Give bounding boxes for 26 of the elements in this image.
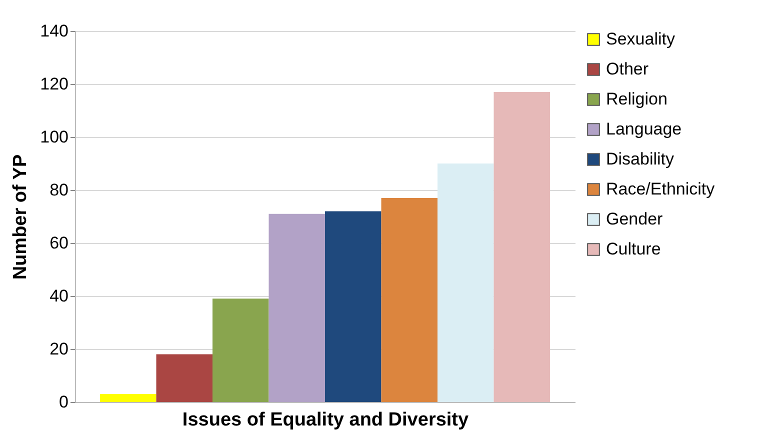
y-tick-label: 0 <box>59 392 68 412</box>
y-tick-label: 100 <box>40 128 68 146</box>
legend-label: Religion <box>606 90 668 108</box>
bar <box>212 298 269 402</box>
bar <box>438 164 494 402</box>
bar <box>268 214 325 402</box>
legend-label: Language <box>606 120 682 138</box>
legend-label: Disability <box>606 150 675 168</box>
bar <box>156 354 212 402</box>
bar <box>100 394 156 402</box>
legend-label: Other <box>606 60 649 78</box>
y-axis-title: Number of YP <box>10 154 32 280</box>
y-tick-label: 140 <box>40 22 68 40</box>
bar <box>325 211 382 402</box>
y-tick-label: 40 <box>50 286 68 306</box>
y-tick-label: 80 <box>50 180 68 200</box>
y-tick-label: 120 <box>40 74 68 94</box>
y-tick-label: 60 <box>50 234 68 252</box>
legend-label: Race/Ethnicity <box>606 180 716 198</box>
legend-label: Sexuality <box>606 30 676 48</box>
y-tick-label: 20 <box>50 340 68 358</box>
legend-label: Gender <box>606 210 664 228</box>
x-axis-title: Issues of Equality and Diversity <box>182 410 470 430</box>
legend-label: Culture <box>606 240 661 258</box>
bar <box>381 198 438 402</box>
bar <box>494 92 550 402</box>
